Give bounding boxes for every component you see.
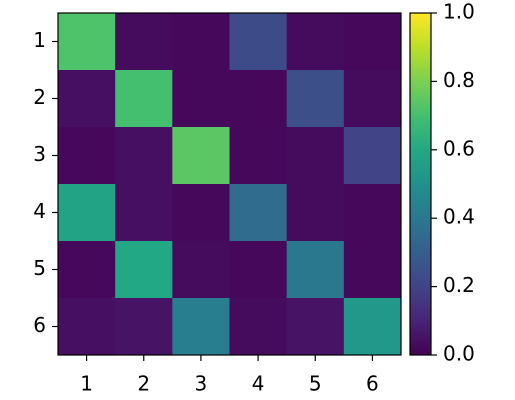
heatmap-cell [229, 127, 288, 185]
heatmap-cell [172, 13, 230, 71]
heatmap-cell [172, 70, 230, 128]
x-tick-label: 1 [80, 372, 93, 396]
heatmap-cell [286, 241, 345, 299]
heatmap-cell [343, 127, 402, 185]
heatmap-cell [58, 184, 116, 242]
heatmap-cell [58, 13, 116, 71]
heatmap-cell [229, 184, 288, 242]
heatmap-cell [343, 70, 402, 128]
heatmap-cell [286, 70, 345, 128]
heatmap-cell [286, 127, 345, 185]
x-tick-label: 5 [309, 372, 322, 396]
colorbar [409, 12, 432, 356]
y-tick-label: 2 [33, 85, 46, 109]
y-tick-label: 1 [33, 28, 46, 52]
heatmap-cell [229, 241, 288, 299]
heatmap-cell [229, 13, 288, 71]
colorbar-tick-label: 0.8 [443, 68, 475, 92]
heatmap-cell [343, 13, 402, 71]
x-tick-label: 2 [137, 372, 150, 396]
y-tick-label: 3 [33, 142, 46, 166]
colorbar-tick-label: 0.6 [443, 136, 475, 160]
heatmap-cell [115, 70, 173, 128]
heatmap-cell [115, 127, 173, 185]
y-tick-label: 6 [33, 313, 46, 337]
colorbar-tick-label: 1.0 [443, 0, 475, 24]
heatmap-cell [286, 184, 345, 242]
heatmap-cell [343, 184, 402, 242]
y-tick-label: 5 [33, 256, 46, 280]
plot-frame [57, 12, 402, 356]
heatmap-cell [286, 13, 345, 71]
y-tick-label: 4 [33, 199, 46, 223]
heatmap-cell [115, 184, 173, 242]
x-tick-label: 6 [366, 372, 379, 396]
heatmap-cell [172, 298, 230, 356]
heatmap-cell [172, 184, 230, 242]
heatmap-cell [229, 70, 288, 128]
heatmap-cell [58, 241, 116, 299]
colorbar-tick-label: 0.0 [443, 342, 475, 366]
heatmap-cell [286, 298, 345, 356]
heatmap-cell [115, 241, 173, 299]
x-tick-label: 3 [195, 372, 208, 396]
heatmap-cell [172, 127, 230, 185]
heatmap-cell [115, 13, 173, 71]
x-tick-label: 4 [252, 372, 265, 396]
colorbar-tick-label: 0.4 [443, 205, 475, 229]
colorbar-tick-label: 0.2 [443, 273, 475, 297]
heatmap-cell [343, 298, 402, 356]
heatmap-cell [58, 298, 116, 356]
heatmap-cell [343, 241, 402, 299]
heatmap-cell [58, 70, 116, 128]
heatmap-cell [115, 298, 173, 356]
heatmap-cell [229, 298, 288, 356]
heatmap-cell [58, 127, 116, 185]
heatmap-cell [172, 241, 230, 299]
